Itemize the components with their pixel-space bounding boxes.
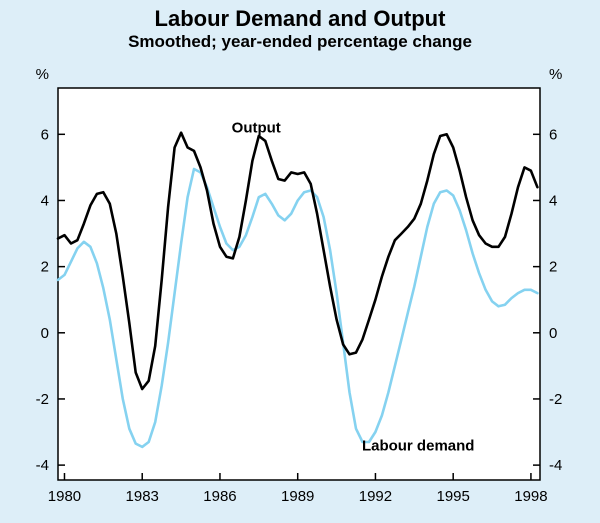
annotation-labour-demand: Labour demand: [362, 437, 475, 454]
x-tick-label: 1998: [514, 488, 547, 505]
y-tick-label-left: 0: [41, 325, 49, 342]
y-tick-label-left: 4: [41, 192, 49, 209]
y-tick-label-right: 2: [549, 259, 557, 276]
plot-area: [57, 87, 541, 481]
y-tick-label-right: 4: [549, 192, 557, 209]
y-tick-label-right: 0: [549, 325, 557, 342]
y-tick-label-left: -4: [36, 457, 49, 474]
series-labour-demand-line: [56, 167, 539, 449]
x-tick-label: 1995: [437, 488, 470, 505]
y-tick-label-right: -2: [549, 391, 562, 408]
y-tick-label-left: 2: [41, 259, 49, 276]
chart-subtitle: Smoothed; year-ended percentage change: [128, 32, 472, 51]
x-tick-label: 1992: [359, 488, 392, 505]
y-axis-unit-right: %: [549, 66, 562, 83]
series-output-line: [56, 131, 539, 391]
x-tick-label: 1983: [126, 488, 159, 505]
y-tick-label-right: -4: [549, 457, 562, 474]
y-axis-unit-left: %: [36, 66, 49, 83]
chart-title: Labour Demand and Output: [154, 6, 446, 31]
x-tick-label: 1980: [48, 488, 81, 505]
x-tick-label: 1986: [203, 488, 236, 505]
y-tick-label-left: 6: [41, 126, 49, 143]
x-tick-label: 1989: [281, 488, 314, 505]
annotation-output: Output: [232, 120, 281, 137]
y-tick-label-left: -2: [36, 391, 49, 408]
y-tick-label-right: 6: [549, 126, 557, 143]
